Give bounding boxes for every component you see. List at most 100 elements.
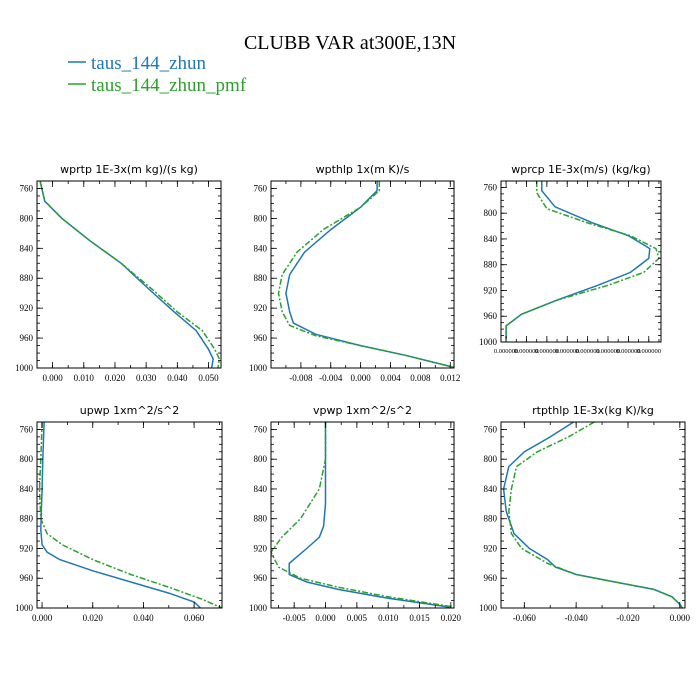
series-line-2	[277, 181, 454, 368]
x-tick-label: 0.030	[136, 373, 157, 383]
y-tick-label: 960	[254, 333, 268, 343]
y-tick-label: 960	[20, 573, 34, 583]
y-tick-label: 840	[20, 243, 34, 253]
y-tick-label: 920	[484, 285, 498, 295]
y-tick-label: 1000	[249, 603, 268, 613]
x-tick-label: 0.000	[670, 613, 691, 623]
panel-4: upwp 1xm^2/s^2 760 800 840 880 920 960 10000.00…	[15, 404, 223, 623]
y-tick-label: 760	[484, 182, 498, 192]
x-tick-label: 0.000	[351, 373, 372, 383]
x-tick-label: 0.020	[441, 613, 462, 623]
y-tick-label: 1000	[15, 603, 34, 613]
panel-title: upwp 1xm^2/s^2	[80, 404, 180, 417]
x-tick-label: 0.015	[409, 613, 430, 623]
legend: taus_144_zhun taus_144_zhun_pmf	[68, 53, 247, 96]
x-tick-label: -0.008	[289, 373, 313, 383]
panel-title: wpthlp 1x(m K)/s	[316, 163, 410, 176]
y-tick-label: 840	[254, 484, 268, 494]
y-tick-label: 920	[20, 543, 34, 553]
y-tick-label: 840	[484, 484, 498, 494]
y-tick-label: 920	[20, 303, 34, 313]
panel-title: wprcp 1E-3x(m/s) (kg/kg)	[511, 163, 650, 176]
x-tick-label: 0.010	[74, 373, 95, 383]
y-tick-label: 880	[484, 260, 498, 270]
x-tick-label: 0.000	[315, 613, 336, 623]
y-tick-label: 960	[484, 573, 498, 583]
plot-frame	[500, 421, 686, 609]
y-tick-label: 760	[20, 183, 34, 193]
x-tick-label: 0.000000	[514, 348, 538, 355]
x-tick-label: 0.005	[347, 613, 368, 623]
plot-frame	[36, 180, 222, 369]
y-tick-label: 880	[20, 514, 34, 524]
y-tick-label: 760	[254, 183, 268, 193]
panel-6: rtpthlp 1E-3x(kg K)/kg 760 800 840 880 920 960…	[479, 404, 690, 623]
x-tick-label: 0.040	[167, 373, 188, 383]
y-tick-label: 800	[254, 454, 268, 464]
series-line-2	[508, 422, 684, 608]
plot-frame	[500, 180, 662, 343]
x-tick-label: 0.060	[184, 613, 205, 623]
x-tick-label: -0.020	[616, 613, 640, 623]
y-tick-label: 1000	[249, 363, 268, 373]
x-tick-label: -0.060	[513, 613, 537, 623]
x-tick-label: 0.000000	[555, 348, 579, 355]
y-tick-label: 800	[254, 213, 268, 223]
x-tick-label: 0.000000	[596, 348, 620, 355]
y-tick-label: 840	[484, 234, 498, 244]
y-tick-label: 880	[20, 273, 34, 283]
x-tick-label: 0.020	[105, 373, 126, 383]
series-line-1	[288, 422, 452, 608]
y-tick-label: 1000	[479, 603, 498, 613]
legend-label-2: taus_144_zhun_pmf	[91, 75, 247, 96]
y-tick-label: 880	[254, 273, 268, 283]
panel-2: wpthlp 1x(m K)/s 760 800 840 880 920 960 1000 -0…	[249, 163, 460, 383]
y-tick-label: 800	[20, 213, 34, 223]
y-tick-label: 960	[484, 311, 498, 321]
x-tick-label: 0.000	[42, 373, 63, 383]
panel-grid: wprtp 1E-3x(m kg)/(s kg) 760 800 840 880 920 9…	[15, 163, 690, 623]
x-tick-label: 0.000000	[637, 348, 661, 355]
x-tick-label: 0.020	[83, 613, 104, 623]
y-tick-label: 760	[254, 424, 268, 434]
panel-1: wprtp 1E-3x(m kg)/(s kg) 760 800 840 880 920 9…	[15, 163, 222, 383]
y-tick-label: 840	[254, 243, 268, 253]
series-line-1	[285, 181, 451, 368]
x-tick-label: 0.004	[380, 373, 401, 383]
series-line-2	[38, 422, 222, 608]
panel-title: wprtp 1E-3x(m kg)/(s kg)	[60, 163, 198, 176]
x-tick-label: -0.040	[565, 613, 589, 623]
y-tick-label: 800	[484, 208, 498, 218]
figure-title: CLUBB VAR at300E,13N	[244, 32, 456, 54]
y-tick-label: 800	[20, 454, 34, 464]
y-tick-label: 920	[484, 543, 498, 553]
series-line-2	[39, 181, 221, 368]
x-tick-label: 0.000000	[575, 348, 599, 355]
plot-frame	[270, 421, 455, 609]
series-line-2	[271, 422, 452, 608]
panel-title: vpwp 1xm^2/s^2	[313, 404, 412, 417]
panel-title: rtpthlp 1E-3x(kg K)/kg	[532, 404, 654, 417]
y-tick-label: 840	[20, 484, 34, 494]
y-tick-label: 920	[254, 303, 268, 313]
series-line-1	[502, 422, 684, 608]
y-tick-label: 880	[254, 514, 268, 524]
x-tick-label: 0.008	[410, 373, 431, 383]
x-tick-label: 0.010	[378, 613, 399, 623]
panel-5: vpwp 1xm^2/s^2 760 800 840 880 920 960 1000 -0.0…	[249, 404, 461, 623]
y-tick-label: 960	[20, 333, 34, 343]
y-tick-label: 880	[484, 514, 498, 524]
x-tick-label: 0.000	[32, 613, 53, 623]
plot-frame	[36, 421, 223, 609]
series-line-1	[505, 181, 651, 339]
series-line-1	[39, 181, 214, 368]
x-tick-label: 0.000000	[616, 348, 640, 355]
x-tick-label: 0.000000	[494, 348, 518, 355]
y-tick-label: 1000	[15, 363, 34, 373]
x-tick-label: -0.004	[319, 373, 343, 383]
y-tick-label: 920	[254, 543, 268, 553]
y-tick-label: 760	[20, 424, 34, 434]
x-tick-label: 0.040	[133, 613, 154, 623]
legend-label-1: taus_144_zhun	[91, 53, 207, 74]
